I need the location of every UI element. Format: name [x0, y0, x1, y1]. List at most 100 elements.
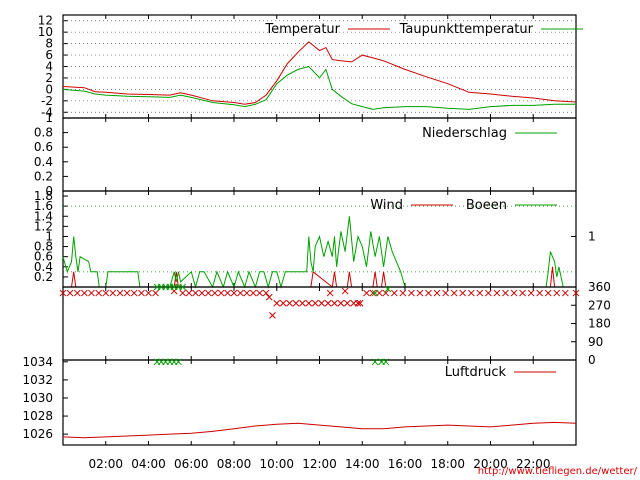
y-tick-label: 1: [45, 229, 53, 243]
data-point-x: [536, 289, 544, 297]
data-point-x: [459, 289, 467, 297]
data-point-x: [502, 289, 509, 297]
data-point-x: [519, 289, 526, 297]
data-point-x: [265, 293, 273, 301]
data-point-x: [311, 299, 319, 307]
x-tick-label: 12:00: [302, 457, 337, 471]
data-point-x: [341, 287, 349, 295]
data-point-x: [326, 289, 334, 297]
legend-label: Temperatur: [264, 22, 340, 37]
data-point-x: [256, 289, 264, 297]
data-point-x: [249, 289, 257, 297]
data-point-x: [81, 289, 88, 297]
legend-label: Wind: [370, 198, 403, 213]
data-point-x: [318, 299, 325, 307]
data-point-x: [286, 299, 293, 307]
x-tick-label: 20:00: [473, 457, 508, 471]
data-point-x: [467, 289, 475, 297]
data-point-x: [109, 289, 117, 297]
data-point-x: [527, 289, 535, 297]
data-point-x: [433, 289, 441, 297]
data-point-x: [73, 289, 81, 297]
data-point-x: [450, 289, 458, 297]
series-line: [62, 421, 577, 439]
series-line: [62, 41, 577, 105]
legend-label: Niederschlag: [422, 126, 507, 141]
data-point-x: [262, 289, 270, 297]
y-tick-label: 0.8: [34, 126, 53, 140]
y-tick-label: 8: [45, 37, 53, 51]
data-point-x: [354, 299, 362, 307]
y-tick-label: 0: [45, 184, 53, 198]
data-point-x: [305, 299, 313, 307]
y2-tick-label: 360: [588, 280, 611, 294]
data-point-x: [269, 312, 276, 319]
data-point-x: [343, 299, 351, 307]
y-tick-label: 0.4: [34, 260, 53, 274]
panel-frame: [62, 286, 577, 361]
y-tick-label: 0.6: [34, 140, 53, 154]
chart-panel-2: 10.80.60.40.20 Niederschlag: [34, 111, 577, 198]
data-point-x: [192, 289, 199, 297]
data-point-x: [416, 289, 424, 297]
data-point-x: [138, 289, 145, 297]
data-point-x: [145, 289, 152, 297]
data-point-x: [299, 299, 306, 307]
y-tick-label: 0: [45, 82, 53, 96]
data-point-x: [59, 289, 67, 297]
data-point-x: [476, 289, 484, 297]
x-tick-label: 14:00: [345, 457, 380, 471]
data-point-x: [425, 289, 432, 297]
data-point-x: [175, 358, 182, 366]
y-tick-label: 1034: [22, 355, 53, 369]
data-point-x: [279, 299, 287, 307]
y2-tick-label: 180: [588, 317, 611, 331]
y-tick-label: 12: [38, 14, 53, 28]
legend-label: Boeen: [466, 198, 507, 213]
series-line: [62, 65, 576, 110]
data-point-x: [544, 289, 552, 297]
x-tick-label: 02:00: [88, 457, 123, 471]
data-point-x: [179, 283, 187, 291]
data-point-x: [510, 289, 518, 297]
y-tick-label: 1.6: [34, 199, 53, 213]
y-tick-label: 2: [45, 71, 53, 85]
data-point-x: [88, 289, 95, 297]
data-point-x: [324, 299, 332, 307]
data-point-x: [382, 358, 390, 366]
data-point-x: [217, 289, 225, 297]
chart-panel-5: 1034 1032 1030 1028 1026 Luftdruck: [22, 355, 577, 446]
y2-tick-label: 0: [588, 353, 596, 367]
x-tick-label: 08:00: [217, 457, 252, 471]
data-point-x: [130, 289, 138, 297]
data-point-x: [371, 358, 379, 366]
data-point-x: [237, 289, 244, 297]
data-point-x: [102, 289, 110, 297]
data-point-x: [408, 289, 415, 297]
y-tick-label: 0.4: [34, 155, 53, 169]
data-point-x: [337, 299, 345, 307]
data-point-x: [198, 289, 206, 297]
data-point-x: [95, 289, 103, 297]
data-point-x: [363, 289, 370, 297]
data-point-x: [369, 289, 377, 297]
y-tick-label: -4: [41, 105, 53, 119]
data-point-x: [382, 289, 390, 297]
legend-label: Taupunkttemperatur: [399, 22, 534, 37]
y-tick-label: -2: [41, 94, 53, 108]
x-tick-label: 06:00: [174, 457, 209, 471]
data-point-x: [331, 299, 338, 307]
x-tick-label: 04:00: [131, 457, 166, 471]
data-point-x: [493, 289, 501, 297]
data-point-x: [485, 289, 492, 297]
chart-panel-4: 360 270 180 90 0: [59, 280, 611, 367]
x-tick-label: 18:00: [430, 457, 465, 471]
y2-tick-label: 1: [588, 229, 596, 243]
data-point-x: [116, 289, 124, 297]
data-point-x: [273, 299, 281, 307]
y-tick-label: 0.6: [34, 250, 53, 264]
y-tick-label: 6: [45, 48, 53, 62]
x-tick-label: 10:00: [259, 457, 294, 471]
data-point-x: [390, 289, 398, 297]
